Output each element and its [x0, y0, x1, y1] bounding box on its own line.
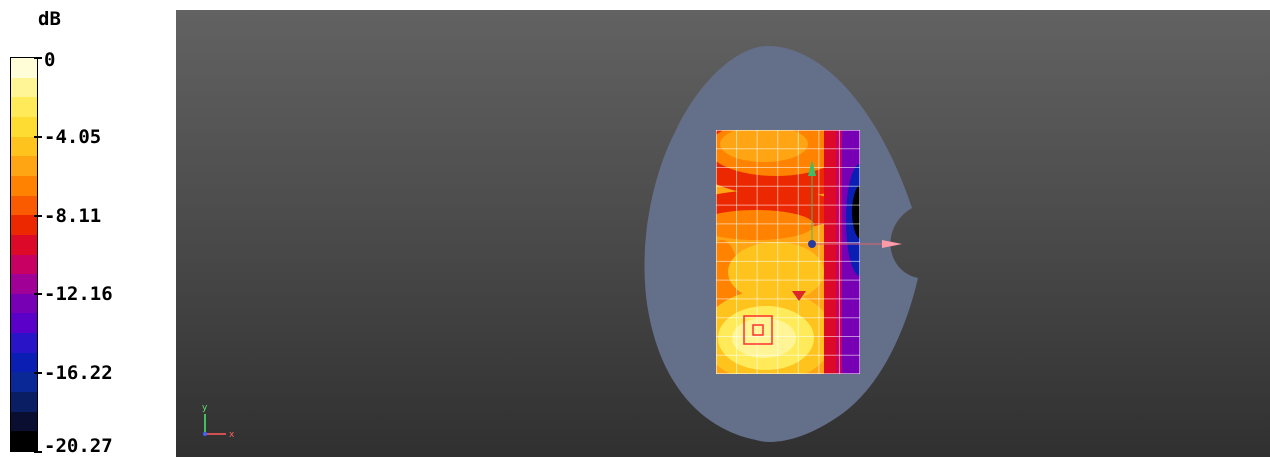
- legend-swatch: [11, 97, 37, 118]
- legend-tick-mark: [34, 57, 42, 59]
- legend-swatch: [11, 175, 37, 197]
- legend-swatch: [11, 431, 37, 452]
- heatmap-grid: [716, 130, 860, 374]
- direction-arrowhead-marker[interactable]: [792, 291, 806, 301]
- legend-swatch: [11, 411, 37, 432]
- axis-triad: y x: [202, 403, 235, 440]
- heat-zone-black-right: [852, 184, 860, 240]
- color-legend: dB 0 -4.05 -8.11 -12.16 -16.22 -20.27: [0, 0, 160, 457]
- legend-swatch: [11, 274, 37, 295]
- legend-tick-mark: [34, 214, 42, 217]
- legend-swatch: [11, 333, 37, 354]
- legend-tick-mark: [34, 451, 42, 453]
- legend-swatch: [11, 156, 37, 177]
- legend-tick-label: 0: [44, 49, 56, 71]
- heat-zone-red-right: [824, 130, 836, 374]
- legend-swatch: [11, 352, 37, 373]
- legend-swatch: [11, 215, 37, 236]
- probe-origin: [808, 240, 816, 248]
- legend-swatch: [11, 293, 37, 314]
- legend-swatch: [11, 392, 37, 413]
- legend-tick-label: -12.16: [44, 283, 113, 306]
- heatmap-panel[interactable]: [686, 107, 886, 382]
- legend-color-bar: [10, 57, 38, 452]
- legend-tick-label: -16.22: [44, 362, 113, 385]
- legend-swatch: [11, 313, 37, 334]
- legend-swatch: [11, 116, 37, 138]
- legend-swatch: [11, 372, 37, 393]
- legend-swatch: [11, 195, 37, 216]
- axis-triad-y-label: y: [202, 403, 208, 413]
- legend-tick-mark: [34, 135, 42, 138]
- probe-y-arrow: [808, 160, 816, 176]
- 3d-viewport[interactable]: y x: [176, 10, 1270, 457]
- legend-unit: dB: [38, 8, 61, 30]
- heat-zone-gold-middle: [728, 242, 824, 302]
- source-marker[interactable]: [743, 315, 773, 345]
- probe-x-arrow: [882, 240, 902, 248]
- legend-swatch: [11, 254, 37, 275]
- axis-triad-x-label: x: [229, 430, 235, 440]
- legend-tick-mark: [34, 372, 42, 375]
- legend-tick-label: -4.05: [44, 125, 102, 148]
- legend-swatch: [11, 58, 37, 79]
- legend-swatch: [11, 234, 37, 255]
- legend-swatch: [11, 77, 37, 98]
- legend-tick-label: -8.11: [44, 204, 102, 227]
- heat-zone-lightyellow-bottom: [732, 318, 796, 358]
- legend-tick-mark: [34, 293, 42, 296]
- heat-zone-amber-top: [720, 130, 808, 162]
- legend-swatch: [11, 136, 37, 157]
- heat-zone-orange-middle: [716, 210, 814, 240]
- legend-tick-label: -20.27: [44, 435, 113, 457]
- scene-svg[interactable]: y x: [176, 10, 1270, 457]
- probe-triad[interactable]: [808, 160, 902, 248]
